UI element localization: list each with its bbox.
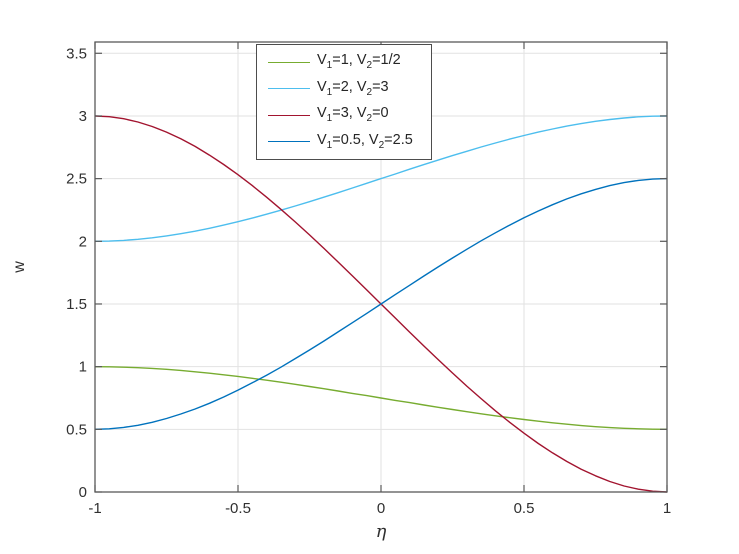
legend-entry: V1=0.5, V2=2.5 [257,131,431,151]
legend-entry: V1=1, V2=1/2 [257,53,431,71]
y-tick-label: 2 [79,233,87,250]
series-line [94,115,668,242]
legend-line-swatch [268,61,310,63]
y-tick-label: 1.5 [66,296,87,313]
legend-label: V1=0.5, V2=2.5 [317,131,413,151]
legend-label: V1=2, V2=3 [317,78,389,98]
y-tick-label: 2.5 [66,171,87,188]
y-tick-label: 0 [79,484,87,501]
legend-label: V1=3, V2=0 [317,105,389,125]
x-tick-label: 1 [663,500,671,517]
y-tick-label: 1 [79,359,87,376]
x-tick-label: 0.5 [514,500,535,517]
x-axis-label: η [375,521,387,542]
legend-line-swatch [268,88,310,90]
legend-entry: V1=3, V2=0 [257,106,431,124]
x-tick-label: -1 [88,500,101,517]
series-line [94,177,668,430]
y-axis-label: w [10,261,28,273]
y-tick-label: 0.5 [66,421,87,438]
series-line [94,366,668,430]
legend: V1=1, V2=1/2 V1=2, V2=3 V1=3, V2=0 V1=0.5, … [256,44,432,160]
y-tick-label: 3 [79,108,87,125]
x-tick-label: 0 [377,500,385,517]
x-tick-label: -0.5 [225,500,251,517]
legend-line-swatch [268,114,310,116]
legend-line-swatch [268,141,310,143]
legend-entry: V1=2, V2=3 [257,80,431,98]
legend-label: V1=1, V2=1/2 [317,52,401,72]
y-tick-label: 3.5 [66,45,87,62]
